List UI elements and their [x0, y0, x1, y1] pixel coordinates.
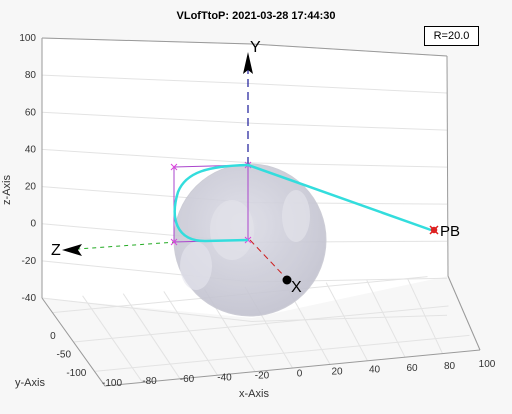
x-tick-label: -20	[255, 370, 270, 381]
z-tick-label: 40	[25, 144, 37, 155]
x-tick-label: 40	[369, 365, 381, 376]
y-axis-title: y-Axis	[15, 377, 45, 389]
z-tick-label: 60	[25, 107, 37, 118]
trajectory-path	[173, 163, 432, 243]
point-pb-label: PB	[440, 223, 460, 240]
x-tick-label: 60	[406, 363, 418, 374]
z-tick-label: 100	[19, 33, 36, 44]
y-axis-arrowhead	[243, 52, 253, 74]
x-tick-label: -100	[102, 378, 122, 389]
x-tick-label: 100	[479, 359, 496, 370]
x-tick-label: -40	[217, 372, 232, 383]
legend-box: R=20.0	[424, 26, 479, 46]
x-axis-letter: X	[291, 279, 302, 296]
z-tick-label: -20	[22, 256, 37, 267]
z-axis-letter: Z	[51, 242, 61, 259]
x-tick-label: -80	[142, 376, 157, 387]
x-axis-title: x-Axis	[239, 388, 269, 400]
x-tick-label: 20	[331, 367, 343, 378]
z-tick-label: 0	[30, 219, 36, 230]
z-tick-label: 80	[25, 70, 37, 81]
z-axis-title: z-Axis	[1, 175, 13, 205]
x-tick-label: 80	[444, 361, 456, 372]
x-axis-line	[249, 239, 287, 279]
x-tick-label: -60	[180, 374, 195, 385]
z-axis-line	[63, 241, 177, 251]
x-axis-marker	[282, 275, 292, 285]
figure-title: VLofTtoP: 2021-03-28 17:44:30	[176, 10, 336, 22]
x-tick-label: 0	[297, 369, 303, 380]
z-tick-labels: 100 80 60 40 20 0 -20 -40	[19, 33, 36, 304]
z-tick-label: 20	[25, 182, 37, 193]
y-axis-letter: Y	[250, 39, 261, 56]
y-tick-label: 0	[50, 331, 56, 342]
y-tick-label: -50	[57, 350, 72, 361]
point-pb-marker	[429, 225, 439, 235]
y-tick-label: -100	[66, 368, 86, 379]
z-tick-label: -40	[22, 293, 37, 304]
y-tick-labels: 0-50 -100	[50, 331, 87, 379]
x-tick-labels: -100 -80 -60 -40 -20 0 20 40 60 80 100	[102, 359, 496, 389]
z-axis-arrowhead	[62, 244, 82, 256]
